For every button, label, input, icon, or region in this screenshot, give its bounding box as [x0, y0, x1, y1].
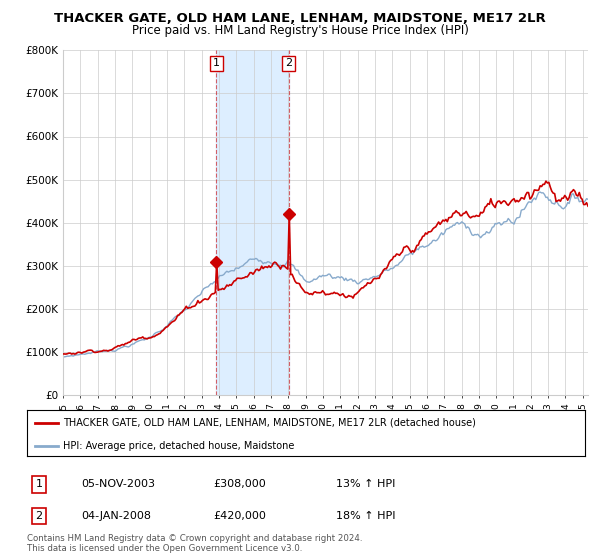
- Text: 04-JAN-2008: 04-JAN-2008: [81, 511, 151, 521]
- Text: 13% ↑ HPI: 13% ↑ HPI: [336, 479, 395, 489]
- Text: 2: 2: [285, 58, 292, 68]
- Text: £308,000: £308,000: [213, 479, 266, 489]
- Text: 05-NOV-2003: 05-NOV-2003: [81, 479, 155, 489]
- Text: 1: 1: [213, 58, 220, 68]
- Text: Price paid vs. HM Land Registry's House Price Index (HPI): Price paid vs. HM Land Registry's House …: [131, 24, 469, 37]
- Text: Contains HM Land Registry data © Crown copyright and database right 2024.
This d: Contains HM Land Registry data © Crown c…: [27, 534, 362, 553]
- Text: £420,000: £420,000: [213, 511, 266, 521]
- Text: 2: 2: [35, 511, 43, 521]
- Text: HPI: Average price, detached house, Maidstone: HPI: Average price, detached house, Maid…: [63, 441, 295, 451]
- Text: THACKER GATE, OLD HAM LANE, LENHAM, MAIDSTONE, ME17 2LR (detached house): THACKER GATE, OLD HAM LANE, LENHAM, MAID…: [63, 418, 476, 428]
- Text: THACKER GATE, OLD HAM LANE, LENHAM, MAIDSTONE, ME17 2LR: THACKER GATE, OLD HAM LANE, LENHAM, MAID…: [54, 12, 546, 25]
- Text: 18% ↑ HPI: 18% ↑ HPI: [336, 511, 395, 521]
- Text: 1: 1: [35, 479, 43, 489]
- Bar: [217, 50, 289, 395]
